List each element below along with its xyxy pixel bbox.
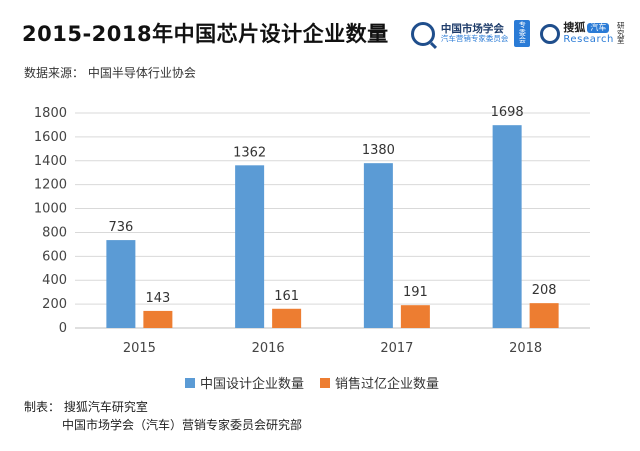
legend-swatch-series1: [185, 377, 195, 388]
y-tick-label: 1200: [34, 178, 67, 193]
org-badge: 专委会: [514, 20, 531, 48]
org-sub: 汽车营销专家委员会: [440, 34, 509, 44]
bar-series2: [143, 310, 173, 328]
bar-series1: [106, 240, 136, 328]
x-tick-label: 2017: [380, 341, 413, 356]
y-tick-label: 1400: [34, 154, 67, 169]
y-tick-label: 1600: [34, 130, 67, 145]
data-label: 161: [274, 289, 299, 304]
data-source: 数据来源： 中国半导体行业协会: [24, 66, 196, 80]
y-tick-label: 1000: [34, 202, 67, 217]
room-text: 研究室: [617, 20, 625, 46]
y-tick-label: 400: [42, 273, 67, 288]
bar-series1: [492, 125, 522, 328]
bar-series1: [235, 165, 265, 328]
data-label: 736: [108, 220, 133, 235]
credit-line2: 中国市场学会（汽车）营销专家委员会研究部: [62, 418, 303, 432]
x-tick-label: 2018: [509, 341, 542, 356]
data-label: 208: [532, 283, 557, 298]
org-logo-icon: [410, 21, 435, 46]
bar-series2: [529, 303, 559, 328]
logo-group: 中国市场学会 汽车营销专家委员会 专委会 搜狐 汽车 Research 研究室: [410, 20, 626, 48]
y-tick-label: 1800: [34, 106, 67, 121]
sohu-logo-icon: [540, 23, 561, 44]
data-label: 1362: [233, 145, 266, 160]
y-tick-label: 200: [42, 297, 67, 312]
x-tick-label: 2015: [123, 341, 156, 356]
legend-item-series1: 中国设计企业数量: [185, 373, 304, 392]
credit-line1: 制表： 搜狐汽车研究室: [24, 400, 148, 414]
org-name: 中国市场学会: [440, 23, 504, 36]
data-label: 143: [145, 291, 170, 306]
data-label: 191: [403, 285, 428, 300]
legend: 中国设计企业数量 销售过亿企业数量: [185, 373, 439, 392]
bar-series2: [400, 305, 430, 328]
x-tick-label: 2016: [252, 341, 285, 356]
auto-badge: 汽车: [587, 22, 610, 34]
data-label: 1698: [491, 105, 524, 120]
research-text: Research: [563, 34, 614, 46]
chart-title: 2015-2018年中国芯片设计企业数量: [22, 22, 389, 46]
legend-label-series2: 销售过亿企业数量: [335, 377, 440, 392]
legend-label-series1: 中国设计企业数量: [200, 377, 305, 392]
y-tick-label: 0: [59, 321, 67, 336]
y-tick-label: 600: [42, 249, 67, 264]
data-label: 1380: [362, 143, 395, 158]
sohu-logo: 搜狐 汽车 Research 研究室: [540, 20, 626, 46]
bar-series1: [363, 163, 393, 328]
legend-item-series2: 销售过亿企业数量: [320, 373, 439, 392]
legend-swatch-series2: [320, 377, 331, 388]
bar-series2: [272, 308, 302, 328]
sohu-name: 搜狐: [563, 20, 586, 34]
credit: 制表： 搜狐汽车研究室 中国市场学会（汽车）营销专家委员会研究部: [24, 398, 302, 434]
y-tick-label: 800: [42, 225, 67, 240]
org-logo-text: 中国市场学会 汽车营销专家委员会: [441, 23, 509, 44]
